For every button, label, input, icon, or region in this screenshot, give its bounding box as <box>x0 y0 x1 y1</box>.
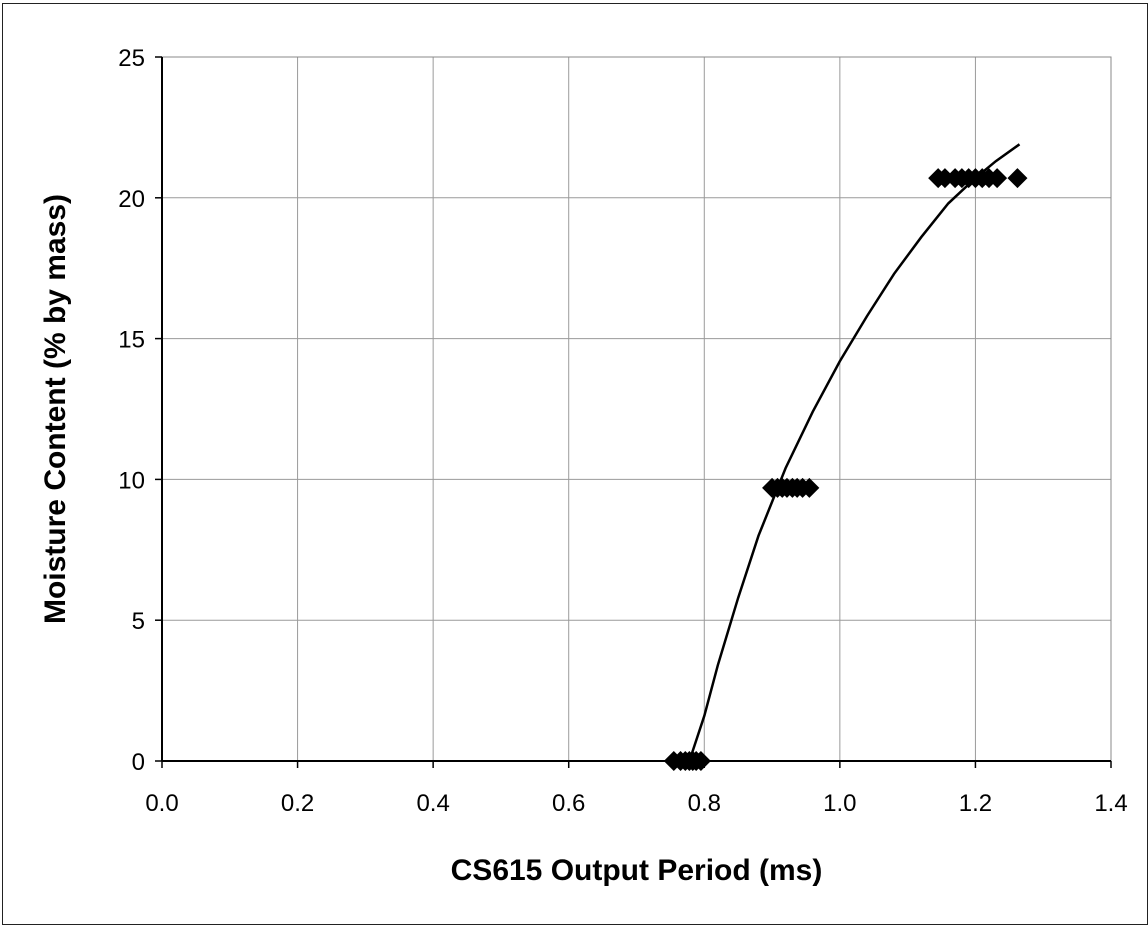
y-tick-label: 15 <box>118 327 145 354</box>
x-tick-label: 1.0 <box>823 790 856 817</box>
y-tick-label: 20 <box>118 186 145 213</box>
x-tick-label: 1.2 <box>959 790 992 817</box>
chart-frame: 0.0 0.2 0.4 0.6 0.8 1.0 1.2 1.4 0 5 10 15 20 25 CS61… <box>2 3 1148 925</box>
x-tick-label: 0.2 <box>281 790 314 817</box>
data-points <box>663 168 1028 771</box>
x-axis-title: CS615 Output Period (ms) <box>451 854 823 887</box>
y-axis-title: Moisture Content (% by mass) <box>39 194 72 624</box>
x-tick-label: 1.4 <box>1094 790 1127 817</box>
fit-curve <box>688 143 1021 762</box>
data-point <box>1007 168 1028 189</box>
x-tick-label: 0.0 <box>145 790 178 817</box>
y-tick-labels: 0 5 10 15 20 25 <box>118 45 145 776</box>
data-point <box>934 168 955 189</box>
y-tick-label: 25 <box>118 45 145 72</box>
plot-area <box>161 56 1112 762</box>
x-tick-labels: 0.0 0.2 0.4 0.6 0.8 1.0 1.2 1.4 <box>145 790 1127 817</box>
x-tick-label: 0.6 <box>552 790 585 817</box>
y-tick-label: 5 <box>132 608 145 635</box>
data-point <box>690 751 711 771</box>
data-point <box>987 168 1008 189</box>
y-tick-label: 0 <box>132 749 145 776</box>
axes <box>155 56 1112 768</box>
data-point <box>799 477 820 498</box>
x-tick-label: 0.4 <box>416 790 449 817</box>
x-tick-label: 0.8 <box>688 790 721 817</box>
chart-svg: 0.0 0.2 0.4 0.6 0.8 1.0 1.2 1.4 0 5 10 15 20 25 CS61… <box>39 45 1128 887</box>
y-tick-label: 10 <box>118 467 145 494</box>
grid <box>162 56 1112 761</box>
fit-curve-layer <box>688 143 1021 762</box>
